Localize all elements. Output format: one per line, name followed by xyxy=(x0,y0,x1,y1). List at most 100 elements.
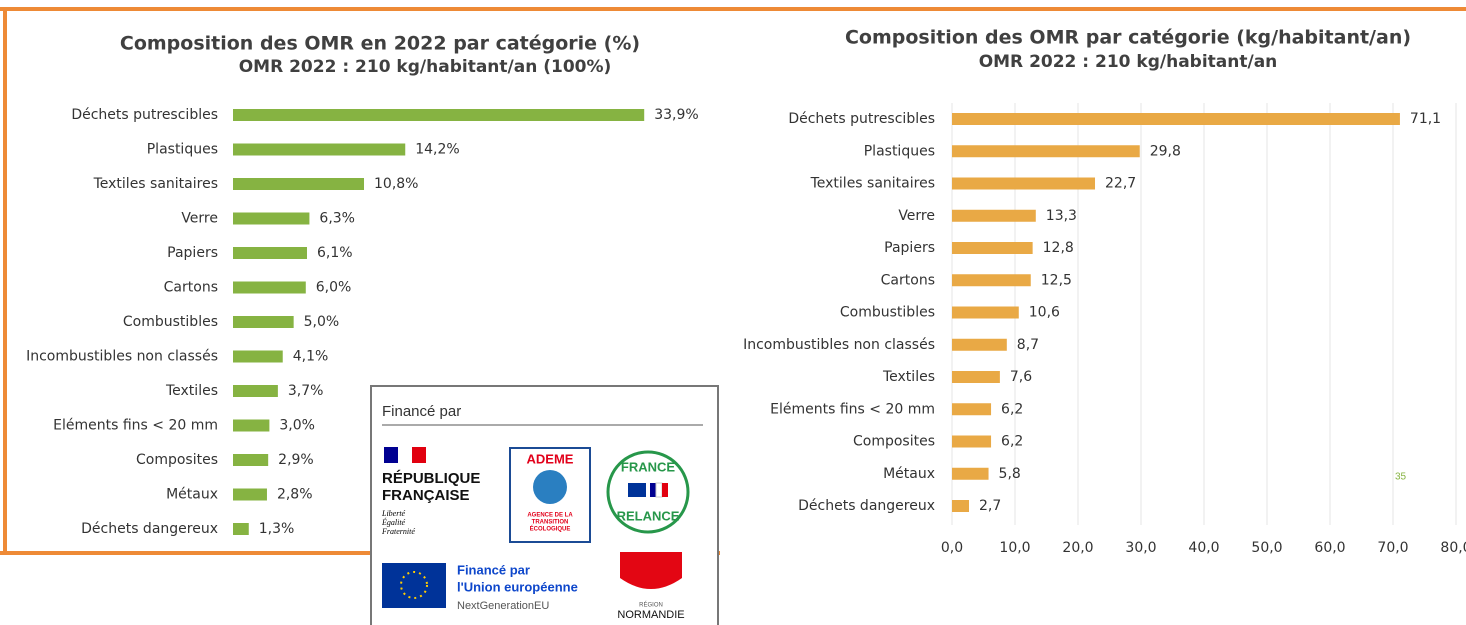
x-tick-label: 80,0 xyxy=(1440,540,1466,556)
region: NORMANDIE xyxy=(617,609,684,621)
chart-title: Composition des OMR en 2022 par catégori… xyxy=(120,33,640,55)
motto: Fraternité xyxy=(381,527,415,536)
value-label: 1,3% xyxy=(259,521,295,537)
value-label: 29,8 xyxy=(1150,143,1181,159)
bar xyxy=(952,403,992,416)
relance-fr-flag xyxy=(650,483,656,497)
republique: FRANÇAISE xyxy=(382,487,470,504)
category-label: Déchets putrescibles xyxy=(71,107,218,123)
category-label: Composites xyxy=(136,452,218,468)
motto: Égalité xyxy=(381,517,406,527)
eu-stars xyxy=(400,571,428,599)
funded-by: Financé par xyxy=(382,403,461,420)
category-label: Déchets dangereux xyxy=(798,498,935,514)
bar xyxy=(233,523,249,535)
bar xyxy=(952,467,989,480)
category-label: Déchets dangereux xyxy=(81,521,218,537)
bar xyxy=(952,113,1400,125)
republique: RÉPUBLIQUE xyxy=(382,470,480,487)
value-label: 6,1% xyxy=(317,245,353,261)
x-tick-label: 70,0 xyxy=(1377,540,1408,556)
category-label: Métaux xyxy=(166,487,218,503)
value-label: 5,8 xyxy=(999,466,1021,482)
category-label: Plastiques xyxy=(864,143,935,159)
category-label: Textiles sanitaires xyxy=(810,176,935,192)
value-label: 2,7 xyxy=(979,498,1001,514)
eu-text: l'Union européenne xyxy=(457,579,578,594)
relance-circle xyxy=(606,450,690,534)
bar xyxy=(952,435,992,448)
category-label: Combustibles xyxy=(123,314,218,330)
bar xyxy=(233,350,283,363)
bar xyxy=(952,177,1096,190)
bar xyxy=(233,488,267,501)
bar xyxy=(233,385,278,397)
x-tick-label: 60,0 xyxy=(1314,540,1345,556)
value-label: 2,9% xyxy=(278,452,314,468)
category-label: Textiles xyxy=(882,369,935,385)
category-label: Eléments fins < 20 mm xyxy=(53,418,218,434)
value-label: 71,1 xyxy=(1410,111,1441,127)
x-tick-label: 20,0 xyxy=(1062,540,1093,556)
relance-fr-flag xyxy=(655,482,663,498)
category-label: Cartons xyxy=(881,272,935,288)
category-label: Incombustibles non classés xyxy=(26,349,218,365)
value-label: 33,9% xyxy=(654,107,698,123)
bar xyxy=(952,242,1033,254)
chart-subtitle: OMR 2022 : 210 kg/habitant/an xyxy=(979,52,1278,72)
relance-fr-flag xyxy=(662,483,668,497)
ademe-sub: TRANSITION xyxy=(532,520,569,526)
bar xyxy=(233,454,269,466)
x-tick-label: 40,0 xyxy=(1188,540,1219,556)
region: RÉGION xyxy=(639,602,663,609)
eu-flag xyxy=(382,563,446,608)
value-label: 3,7% xyxy=(288,383,324,399)
x-tick-label: 30,0 xyxy=(1125,540,1156,556)
value-label: 10,6 xyxy=(1029,305,1060,321)
value-label: 2,8% xyxy=(277,487,313,503)
category-label: Papiers xyxy=(167,245,218,261)
ademe-sub: AGENCE DE LA xyxy=(527,513,573,519)
category-label: Eléments fins < 20 mm xyxy=(770,401,935,417)
category-label: Combustibles xyxy=(840,305,935,321)
relance-eu-flag xyxy=(628,483,646,497)
logo-box: Financé par RÉPUBLIQUE FRANÇAISE Liberté… xyxy=(370,385,719,625)
value-label: 4,1% xyxy=(293,349,329,365)
bar xyxy=(952,209,1036,222)
category-label: Composites xyxy=(853,434,935,450)
bar xyxy=(952,500,970,512)
bar xyxy=(233,178,365,190)
category-label: Papiers xyxy=(884,240,935,256)
bar xyxy=(952,338,1007,351)
x-tick-label: 0,0 xyxy=(941,540,963,556)
ademe-globe xyxy=(533,470,567,504)
bar xyxy=(952,306,1019,319)
ademe-sub: ÉCOLOGIQUE xyxy=(530,525,571,533)
eu-text: Financé par xyxy=(457,562,530,577)
value-label: 14,2% xyxy=(415,142,459,158)
x-tick-label: 10,0 xyxy=(999,540,1030,556)
category-label: Incombustibles non classés xyxy=(743,337,935,353)
bar xyxy=(952,274,1031,287)
bar xyxy=(233,281,306,294)
value-label: 5,0% xyxy=(304,314,340,330)
x-tick-label: 50,0 xyxy=(1251,540,1282,556)
value-label: 6,2 xyxy=(1001,401,1023,417)
value-label: 8,7 xyxy=(1017,337,1039,353)
value-label: 10,8% xyxy=(374,176,418,192)
value-label: 6,0% xyxy=(316,280,352,296)
value-label: 6,3% xyxy=(319,211,355,227)
flag-red xyxy=(412,447,426,463)
chart-title: Composition des OMR par catégorie (kg/ha… xyxy=(845,27,1411,49)
bar xyxy=(233,419,270,432)
value-label: 6,2 xyxy=(1001,434,1023,450)
value-label: 12,8 xyxy=(1043,240,1074,256)
relance: FRANCE xyxy=(621,459,675,474)
annotation: 35 xyxy=(1395,472,1407,483)
value-label: 22,7 xyxy=(1105,176,1136,192)
bar xyxy=(233,143,406,156)
normandie-shield xyxy=(620,552,682,589)
frame-gap xyxy=(720,530,1466,565)
